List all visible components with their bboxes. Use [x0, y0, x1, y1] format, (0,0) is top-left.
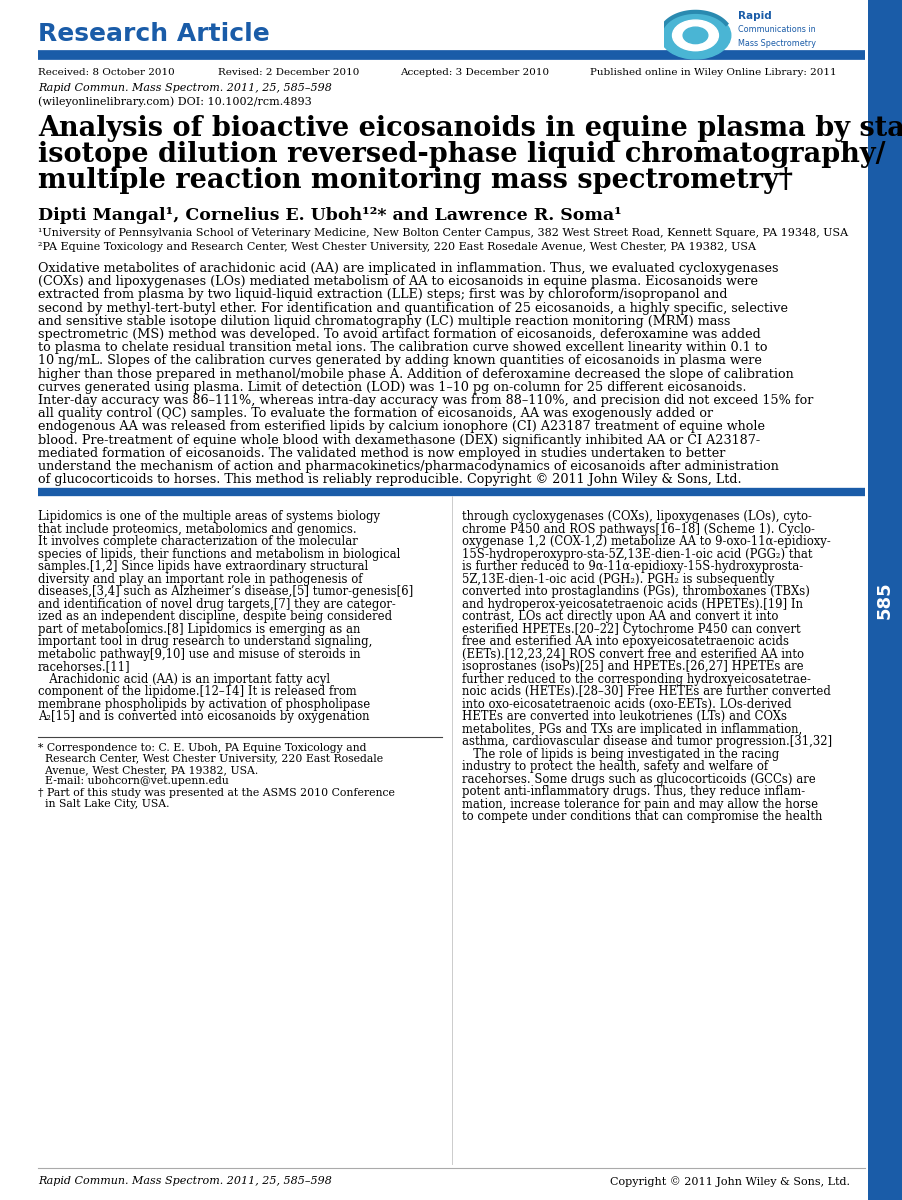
Text: Rapid: Rapid — [737, 11, 770, 20]
Text: potent anti-inflammatory drugs. Thus, they reduce inflam-: potent anti-inflammatory drugs. Thus, th… — [462, 785, 805, 798]
Text: understand the mechanism of action and pharmacokinetics/pharmacodynamics of eico: understand the mechanism of action and p… — [38, 460, 778, 473]
Text: Accepted: 3 December 2010: Accepted: 3 December 2010 — [400, 68, 548, 77]
Text: into oxo-eicosatetraenoic acids (oxo-EETs). LOs-derived: into oxo-eicosatetraenoic acids (oxo-EET… — [462, 698, 791, 710]
Text: metabolic pathway[9,10] use and misuse of steroids in: metabolic pathway[9,10] use and misuse o… — [38, 648, 360, 661]
Text: (EETs).[12,23,24] ROS convert free and esterified AA into: (EETs).[12,23,24] ROS convert free and e… — [462, 648, 803, 661]
Circle shape — [672, 20, 718, 50]
Text: Analysis of bioactive eicosanoids in equine plasma by stable: Analysis of bioactive eicosanoids in equ… — [38, 115, 902, 142]
Text: samples.[1,2] Since lipids have extraordinary structural: samples.[1,2] Since lipids have extraord… — [38, 560, 368, 574]
Circle shape — [683, 28, 707, 43]
Text: diseases,[3,4] such as Alzheimer’s disease,[5] tumor-genesis[6]: diseases,[3,4] such as Alzheimer’s disea… — [38, 586, 413, 599]
Text: The role of lipids is being investigated in the racing: The role of lipids is being investigated… — [462, 748, 778, 761]
Text: higher than those prepared in methanol/mobile phase A. Addition of deferoxamine : higher than those prepared in methanol/m… — [38, 367, 793, 380]
Text: second by methyl-tert-butyl ether. For identification and quantification of 25 e: second by methyl-tert-butyl ether. For i… — [38, 301, 787, 314]
Bar — [867, 0, 902, 1200]
Text: all quality control (QC) samples. To evaluate the formation of eicosanoids, AA w: all quality control (QC) samples. To eva… — [38, 407, 713, 420]
Text: is further reduced to 9α-11α-epidioxy-15S-hydroxyprosta-: is further reduced to 9α-11α-epidioxy-15… — [462, 560, 802, 574]
Text: (wileyonlinelibrary.com) DOI: 10.1002/rcm.4893: (wileyonlinelibrary.com) DOI: 10.1002/rc… — [38, 96, 311, 107]
Text: mation, increase tolerance for pain and may allow the horse: mation, increase tolerance for pain and … — [462, 798, 817, 811]
Text: Arachidonic acid (AA) is an important fatty acyl: Arachidonic acid (AA) is an important fa… — [38, 673, 330, 686]
Text: species of lipids, their functions and metabolism in biological: species of lipids, their functions and m… — [38, 548, 400, 560]
Text: ¹University of Pennsylvania School of Veterinary Medicine, New Bolton Center Cam: ¹University of Pennsylvania School of Ve… — [38, 228, 847, 238]
Text: Research Article: Research Article — [38, 22, 270, 46]
Text: spectrometric (MS) method was developed. To avoid artifact formation of eicosano: spectrometric (MS) method was developed.… — [38, 328, 759, 341]
Text: 5Z,13E-dien-1-oic acid (PGH₂). PGH₂ is subsequently: 5Z,13E-dien-1-oic acid (PGH₂). PGH₂ is s… — [462, 572, 774, 586]
Text: diversity and play an important role in pathogenesis of: diversity and play an important role in … — [38, 572, 362, 586]
Text: ized as an independent discipline, despite being considered: ized as an independent discipline, despi… — [38, 611, 391, 624]
Text: curves generated using plasma. Limit of detection (LOD) was 1–10 pg on-column fo: curves generated using plasma. Limit of … — [38, 380, 746, 394]
Text: Dipti Mangal¹, Cornelius E. Uboh¹²* and Lawrence R. Soma¹: Dipti Mangal¹, Cornelius E. Uboh¹²* and … — [38, 206, 621, 224]
Text: part of metabolomics.[8] Lipidomics is emerging as an: part of metabolomics.[8] Lipidomics is e… — [38, 623, 360, 636]
Text: Communications in: Communications in — [737, 25, 815, 34]
Text: racehorses. Some drugs such as glucocorticoids (GCCs) are: racehorses. Some drugs such as glucocort… — [462, 773, 815, 786]
Text: to compete under conditions that can compromise the health: to compete under conditions that can com… — [462, 810, 822, 823]
Text: racehorses.[11]: racehorses.[11] — [38, 660, 131, 673]
Text: ²PA Equine Toxicology and Research Center, West Chester University, 220 East Ros: ²PA Equine Toxicology and Research Cente… — [38, 242, 755, 252]
Text: Mass Spectrometry: Mass Spectrometry — [737, 38, 815, 48]
Text: metabolites, PGs and TXs are implicated in inflammation,: metabolites, PGs and TXs are implicated … — [462, 722, 801, 736]
Text: 15S-hydroperoxypro­sta-5Z,13E-dien-1-oic acid (PGG₂) that: 15S-hydroperoxypro­sta-5Z,13E-dien-1-oic… — [462, 548, 812, 560]
Text: blood. Pre-treatment of equine whole blood with dexamethasone (DEX) significantl: blood. Pre-treatment of equine whole blo… — [38, 433, 759, 446]
Text: component of the lipidome.[12–14] It is released from: component of the lipidome.[12–14] It is … — [38, 685, 356, 698]
Text: † Part of this study was presented at the ASMS 2010 Conference: † Part of this study was presented at th… — [38, 787, 394, 798]
Text: endogenous AA was released from esterified lipids by calcium ionophore (CI) A231: endogenous AA was released from esterifi… — [38, 420, 764, 433]
Text: noic acids (HETEs).[28–30] Free HETEs are further converted: noic acids (HETEs).[28–30] Free HETEs ar… — [462, 685, 830, 698]
Text: oxygenase 1,2 (COX-1,2) metabolize AA to 9-oxo-11α-epidioxy-: oxygenase 1,2 (COX-1,2) metabolize AA to… — [462, 535, 830, 548]
Text: Published online in Wiley Online Library: 2011: Published online in Wiley Online Library… — [589, 68, 835, 77]
Text: It involves complete characterization of the molecular: It involves complete characterization of… — [38, 535, 357, 548]
Text: Received: 8 October 2010: Received: 8 October 2010 — [38, 68, 175, 77]
Text: industry to protect the health, safety and welfare of: industry to protect the health, safety a… — [462, 761, 768, 773]
Text: important tool in drug research to understand signaling,: important tool in drug research to under… — [38, 636, 372, 648]
Text: 10 ng/mL. Slopes of the calibration curves generated by adding known quantities : 10 ng/mL. Slopes of the calibration curv… — [38, 354, 761, 367]
Text: Oxidative metabolites of arachidonic acid (AA) are implicated in inflammation. T: Oxidative metabolites of arachidonic aci… — [38, 262, 778, 275]
Text: in Salt Lake City, USA.: in Salt Lake City, USA. — [38, 799, 170, 809]
Text: extracted from plasma by two liquid-liquid extraction (LLE) steps; first was by : extracted from plasma by two liquid-liqu… — [38, 288, 727, 301]
Text: converted into prostaglandins (PGs), thromboxanes (TBXs): converted into prostaglandins (PGs), thr… — [462, 586, 809, 599]
Text: esterified HPETEs.[20–22] Cytochrome P450 can convert: esterified HPETEs.[20–22] Cytochrome P45… — [462, 623, 800, 636]
Text: isotope dilution reversed-phase liquid chromatography/: isotope dilution reversed-phase liquid c… — [38, 140, 885, 168]
Text: membrane phospholipids by activation of phospholipase: membrane phospholipids by activation of … — [38, 698, 370, 710]
Text: * Correspondence to: C. E. Uboh, PA Equine Toxicology and: * Correspondence to: C. E. Uboh, PA Equi… — [38, 743, 366, 752]
Text: free and esterified AA into epoxyeicosatetraenoic acids: free and esterified AA into epoxyeicosat… — [462, 636, 788, 648]
Text: contrast, LOs act directly upon AA and convert it into: contrast, LOs act directly upon AA and c… — [462, 611, 778, 624]
Text: Lipidomics is one of the multiple areas of systems biology: Lipidomics is one of the multiple areas … — [38, 510, 380, 523]
Text: mediated formation of eicosanoids. The validated method is now employed in studi: mediated formation of eicosanoids. The v… — [38, 446, 724, 460]
Text: HETEs are converted into leukotrienes (LTs) and COXs: HETEs are converted into leukotrienes (L… — [462, 710, 787, 724]
Text: A₂[15] and is converted into eicosanoids by oxygenation: A₂[15] and is converted into eicosanoids… — [38, 710, 369, 724]
Text: Avenue, West Chester, PA 19382, USA.: Avenue, West Chester, PA 19382, USA. — [38, 766, 258, 775]
Text: (COXs) and lipoxygenases (LOs) mediated metabolism of AA to eicosanoids in equin: (COXs) and lipoxygenases (LOs) mediated … — [38, 275, 757, 288]
Circle shape — [659, 12, 730, 59]
Text: to plasma to chelate residual transition metal ions. The calibration curve showe: to plasma to chelate residual transition… — [38, 341, 767, 354]
Text: asthma, cardiovascular disease and tumor progression.[31,32]: asthma, cardiovascular disease and tumor… — [462, 736, 832, 749]
Text: Rapid Commun. Mass Spectrom. 2011, 25, 585–598: Rapid Commun. Mass Spectrom. 2011, 25, 5… — [38, 1176, 332, 1186]
Text: E-mail: ubohcorn@vet.upenn.edu: E-mail: ubohcorn@vet.upenn.edu — [38, 776, 228, 786]
Text: and sensitive stable isotope dilution liquid chromatography (LC) multiple reacti: and sensitive stable isotope dilution li… — [38, 314, 730, 328]
Text: Inter-day accuracy was 86–111%, whereas intra-day accuracy was from 88–110%, and: Inter-day accuracy was 86–111%, whereas … — [38, 394, 813, 407]
Text: Research Center, West Chester University, 220 East Rosedale: Research Center, West Chester University… — [38, 754, 382, 764]
Text: Rapid Commun. Mass Spectrom. 2011, 25, 585–598: Rapid Commun. Mass Spectrom. 2011, 25, 5… — [38, 83, 332, 92]
Text: multiple reaction monitoring mass spectrometry†: multiple reaction monitoring mass spectr… — [38, 167, 792, 194]
Text: isoprostanes (isoPs)[25] and HPETEs.[26,27] HPETEs are: isoprostanes (isoPs)[25] and HPETEs.[26,… — [462, 660, 803, 673]
Text: chrome P450 and ROS pathways[16–18] (Scheme 1). Cyclo-: chrome P450 and ROS pathways[16–18] (Sch… — [462, 523, 814, 536]
Text: that include proteomics, metabolomics and genomics.: that include proteomics, metabolomics an… — [38, 523, 356, 536]
Text: and identification of novel drug targets,[7] they are categor-: and identification of novel drug targets… — [38, 598, 395, 611]
Text: 585: 585 — [875, 581, 893, 619]
Text: Copyright © 2011 John Wiley & Sons, Ltd.: Copyright © 2011 John Wiley & Sons, Ltd. — [610, 1176, 849, 1187]
Text: of glucocorticoids to horses. This method is reliably reproducible. Copyright © : of glucocorticoids to horses. This metho… — [38, 473, 741, 486]
Text: Revised: 2 December 2010: Revised: 2 December 2010 — [217, 68, 359, 77]
Text: through cycloxygenases (COXs), lipoxygenases (LOs), cyto-: through cycloxygenases (COXs), lipoxygen… — [462, 510, 811, 523]
Text: further reduced to the corresponding hydroxyeicosatetrae-: further reduced to the corresponding hyd… — [462, 673, 810, 686]
Text: and hydroperox­yeicosatetraenoic acids (HPETEs).[19] In: and hydroperox­yeicosatetraenoic acids (… — [462, 598, 802, 611]
